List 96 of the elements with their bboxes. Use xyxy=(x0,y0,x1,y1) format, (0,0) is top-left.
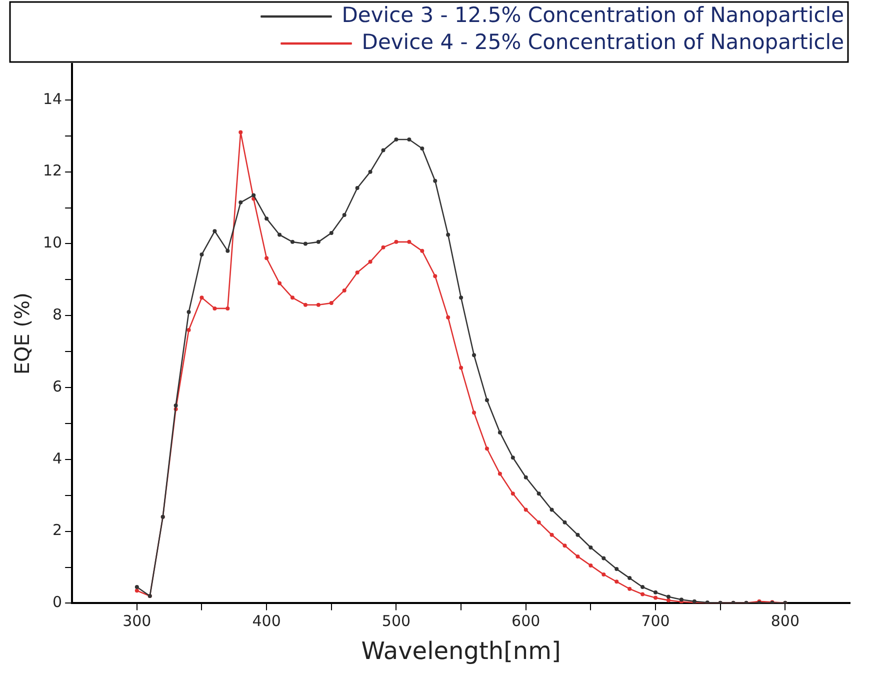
point xyxy=(459,296,464,300)
point xyxy=(329,230,334,235)
point xyxy=(484,446,489,451)
x-tick-label: 500 xyxy=(382,612,411,630)
point xyxy=(550,532,554,537)
point xyxy=(433,274,438,278)
x-tick-label: 600 xyxy=(512,612,540,630)
point xyxy=(433,178,438,183)
point xyxy=(459,366,464,370)
point xyxy=(614,580,619,584)
point xyxy=(238,200,243,204)
point xyxy=(368,170,372,174)
point xyxy=(498,430,502,434)
point xyxy=(252,193,256,198)
point xyxy=(316,240,320,244)
point xyxy=(666,594,670,599)
point xyxy=(602,556,606,560)
point xyxy=(576,532,580,537)
point xyxy=(562,544,567,548)
point xyxy=(588,563,593,568)
point xyxy=(355,270,360,274)
y-tick-label: 10 xyxy=(42,234,62,252)
x-tick-label: 700 xyxy=(641,612,670,630)
y-tick-label: 0 xyxy=(52,593,62,612)
point xyxy=(588,545,593,550)
point xyxy=(446,232,450,237)
point xyxy=(226,306,230,310)
point xyxy=(562,520,567,524)
point xyxy=(200,252,204,257)
point xyxy=(303,302,308,307)
point xyxy=(290,296,294,300)
point xyxy=(200,296,204,300)
point xyxy=(498,472,502,476)
point xyxy=(446,315,450,320)
legend-label: Device 3 - 12.5% Concentration of Nanoparticle xyxy=(342,2,844,27)
point xyxy=(510,456,515,460)
point xyxy=(510,492,515,496)
point xyxy=(484,398,489,402)
point xyxy=(186,310,191,314)
point xyxy=(174,403,178,408)
point xyxy=(355,186,360,190)
point xyxy=(394,137,398,142)
point xyxy=(654,596,658,600)
point xyxy=(134,585,139,590)
point xyxy=(654,590,658,594)
point xyxy=(536,492,541,496)
y-tick-label: 4 xyxy=(52,449,62,468)
x-tick-label: 300 xyxy=(122,612,152,630)
point xyxy=(212,306,217,310)
point xyxy=(524,475,528,480)
point xyxy=(264,256,269,260)
point xyxy=(278,281,282,286)
point xyxy=(368,260,372,264)
point xyxy=(290,240,294,244)
point xyxy=(640,592,645,596)
point xyxy=(550,508,554,512)
point xyxy=(303,242,308,246)
y-tick-label: 14 xyxy=(42,90,62,108)
y-tick-label: 6 xyxy=(52,377,62,396)
point xyxy=(420,248,424,253)
point xyxy=(420,146,424,150)
point xyxy=(614,567,619,572)
point xyxy=(226,248,230,253)
point xyxy=(407,240,412,244)
point xyxy=(524,508,528,512)
point xyxy=(381,148,386,152)
point xyxy=(134,588,139,593)
point xyxy=(576,554,580,558)
point xyxy=(316,302,320,307)
point xyxy=(407,137,412,142)
y-tick-label: 2 xyxy=(52,521,62,540)
point xyxy=(628,586,632,591)
point xyxy=(186,328,191,332)
y-tick-label: 8 xyxy=(52,306,62,324)
point xyxy=(264,216,269,221)
point xyxy=(278,232,282,237)
point xyxy=(666,598,670,602)
point xyxy=(472,410,476,415)
point xyxy=(640,585,645,590)
x-axis-title: Wavelength[nm] xyxy=(361,636,561,665)
point xyxy=(342,212,346,217)
point xyxy=(472,353,476,358)
y-tick-label: 12 xyxy=(42,162,62,180)
y-axis-title: EQE (%) xyxy=(10,292,34,375)
point xyxy=(212,229,217,234)
point xyxy=(602,572,606,576)
point xyxy=(342,288,346,292)
x-tick-label: 800 xyxy=(770,612,800,630)
x-tick-label: 400 xyxy=(252,612,281,630)
point xyxy=(536,520,541,524)
point xyxy=(381,245,386,250)
legend-label: Device 4 - 25% Concentration of Nanoparticle xyxy=(362,30,844,54)
point xyxy=(329,301,334,306)
point xyxy=(394,240,398,244)
point xyxy=(628,576,632,580)
point xyxy=(238,130,243,134)
